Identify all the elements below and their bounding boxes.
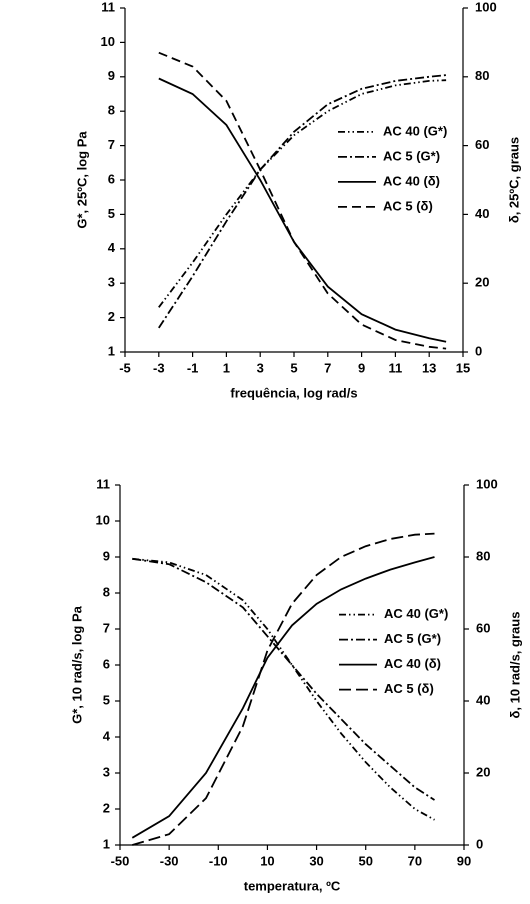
y-tick-label: 6 xyxy=(108,171,115,186)
y-tick-label: 8 xyxy=(108,103,115,118)
y-tick-label: 7 xyxy=(108,137,115,152)
x-tick-label: 15 xyxy=(456,360,470,375)
y-tick-label: 10 xyxy=(101,34,115,49)
y-tick-label: 11 xyxy=(96,476,110,491)
x-tick-label: 7 xyxy=(324,360,331,375)
y2-tick-label: 40 xyxy=(475,206,489,221)
y2-tick-label: 20 xyxy=(476,764,490,779)
x-tick-label: 11 xyxy=(389,360,403,375)
y-tick-label: 2 xyxy=(108,309,115,324)
series-line xyxy=(158,51,447,350)
y-tick-label: 2 xyxy=(103,800,110,815)
legend-label: AC 40 (δ) xyxy=(384,656,441,671)
y2-axis-title: δ, 25ºC, graus xyxy=(506,137,521,223)
y2-tick-label: 80 xyxy=(476,548,490,563)
y-axis-title: G*, 25ºC, log Pa xyxy=(74,131,89,229)
y-tick-label: 5 xyxy=(103,692,110,707)
x-axis-title: frequência, log rad/s xyxy=(230,385,357,400)
legend-label: AC 40 (δ) xyxy=(383,173,440,188)
y-tick-label: 11 xyxy=(101,0,115,14)
y-tick-label: 3 xyxy=(103,764,110,779)
y2-axis-title: δ, 10 rad/s, graus xyxy=(507,612,522,719)
x-tick-label: 3 xyxy=(257,360,264,375)
legend-label: AC 5 (δ) xyxy=(383,198,433,213)
series-line xyxy=(132,557,435,821)
series-line xyxy=(158,79,447,308)
x-tick-label: 50 xyxy=(358,853,372,868)
y-tick-label: 1 xyxy=(108,343,115,358)
y2-tick-label: 100 xyxy=(475,0,497,14)
series-line xyxy=(158,74,447,329)
x-tick-label: 1 xyxy=(223,360,230,375)
legend-label: AC 40 (G*) xyxy=(384,606,448,621)
series-line xyxy=(132,557,435,801)
x-tick-label: 70 xyxy=(408,853,422,868)
x-tick-label: 5 xyxy=(290,360,297,375)
x-tick-label: -30 xyxy=(160,853,179,868)
y-tick-label: 9 xyxy=(103,548,110,563)
y-tick-label: 9 xyxy=(108,68,115,83)
x-axis-title: temperatura, ºC xyxy=(244,878,341,893)
series-line xyxy=(132,532,435,846)
y-tick-label: 4 xyxy=(108,240,116,255)
y-tick-label: 8 xyxy=(103,584,110,599)
x-tick-label: -50 xyxy=(111,853,130,868)
legend-label: AC 5 (G*) xyxy=(384,631,441,646)
y2-tick-label: 60 xyxy=(475,137,489,152)
legend-label: AC 5 (δ) xyxy=(384,681,434,696)
x-tick-label: 9 xyxy=(358,360,365,375)
x-tick-label: 90 xyxy=(457,853,471,868)
y2-tick-label: 100 xyxy=(476,476,498,491)
y2-tick-label: 60 xyxy=(476,620,490,635)
y2-tick-label: 20 xyxy=(475,275,489,290)
y-axis-title: G*, 10 rad/s, log Pa xyxy=(69,605,84,724)
y2-tick-label: 40 xyxy=(476,692,490,707)
y2-tick-label: 80 xyxy=(475,68,489,83)
y-tick-label: 7 xyxy=(103,620,110,635)
x-tick-label: 13 xyxy=(422,360,436,375)
y-tick-label: 1 xyxy=(103,836,110,851)
series-line xyxy=(158,77,447,343)
y-tick-label: 4 xyxy=(103,728,111,743)
series-line xyxy=(131,556,435,839)
chart: 1 2 3 4 5 6 7 8 9 10 11 0 20 40 60 80 100 -50 -30 -10 10 30 50… xyxy=(69,476,522,893)
x-tick-label: -1 xyxy=(187,360,199,375)
legend-label: AC 40 (G*) xyxy=(383,123,447,138)
y-tick-label: 10 xyxy=(96,512,110,527)
y2-tick-label: 0 xyxy=(475,343,482,358)
x-tick-label: -3 xyxy=(153,360,165,375)
x-tick-label: -5 xyxy=(119,360,131,375)
y-tick-label: 3 xyxy=(108,275,115,290)
legend-label: AC 5 (G*) xyxy=(383,148,440,163)
x-tick-label: 10 xyxy=(260,853,274,868)
y-tick-label: 5 xyxy=(108,206,115,221)
x-tick-label: 30 xyxy=(309,853,323,868)
y-tick-label: 6 xyxy=(103,656,110,671)
x-tick-label: -10 xyxy=(209,853,228,868)
y2-tick-label: 0 xyxy=(476,836,483,851)
